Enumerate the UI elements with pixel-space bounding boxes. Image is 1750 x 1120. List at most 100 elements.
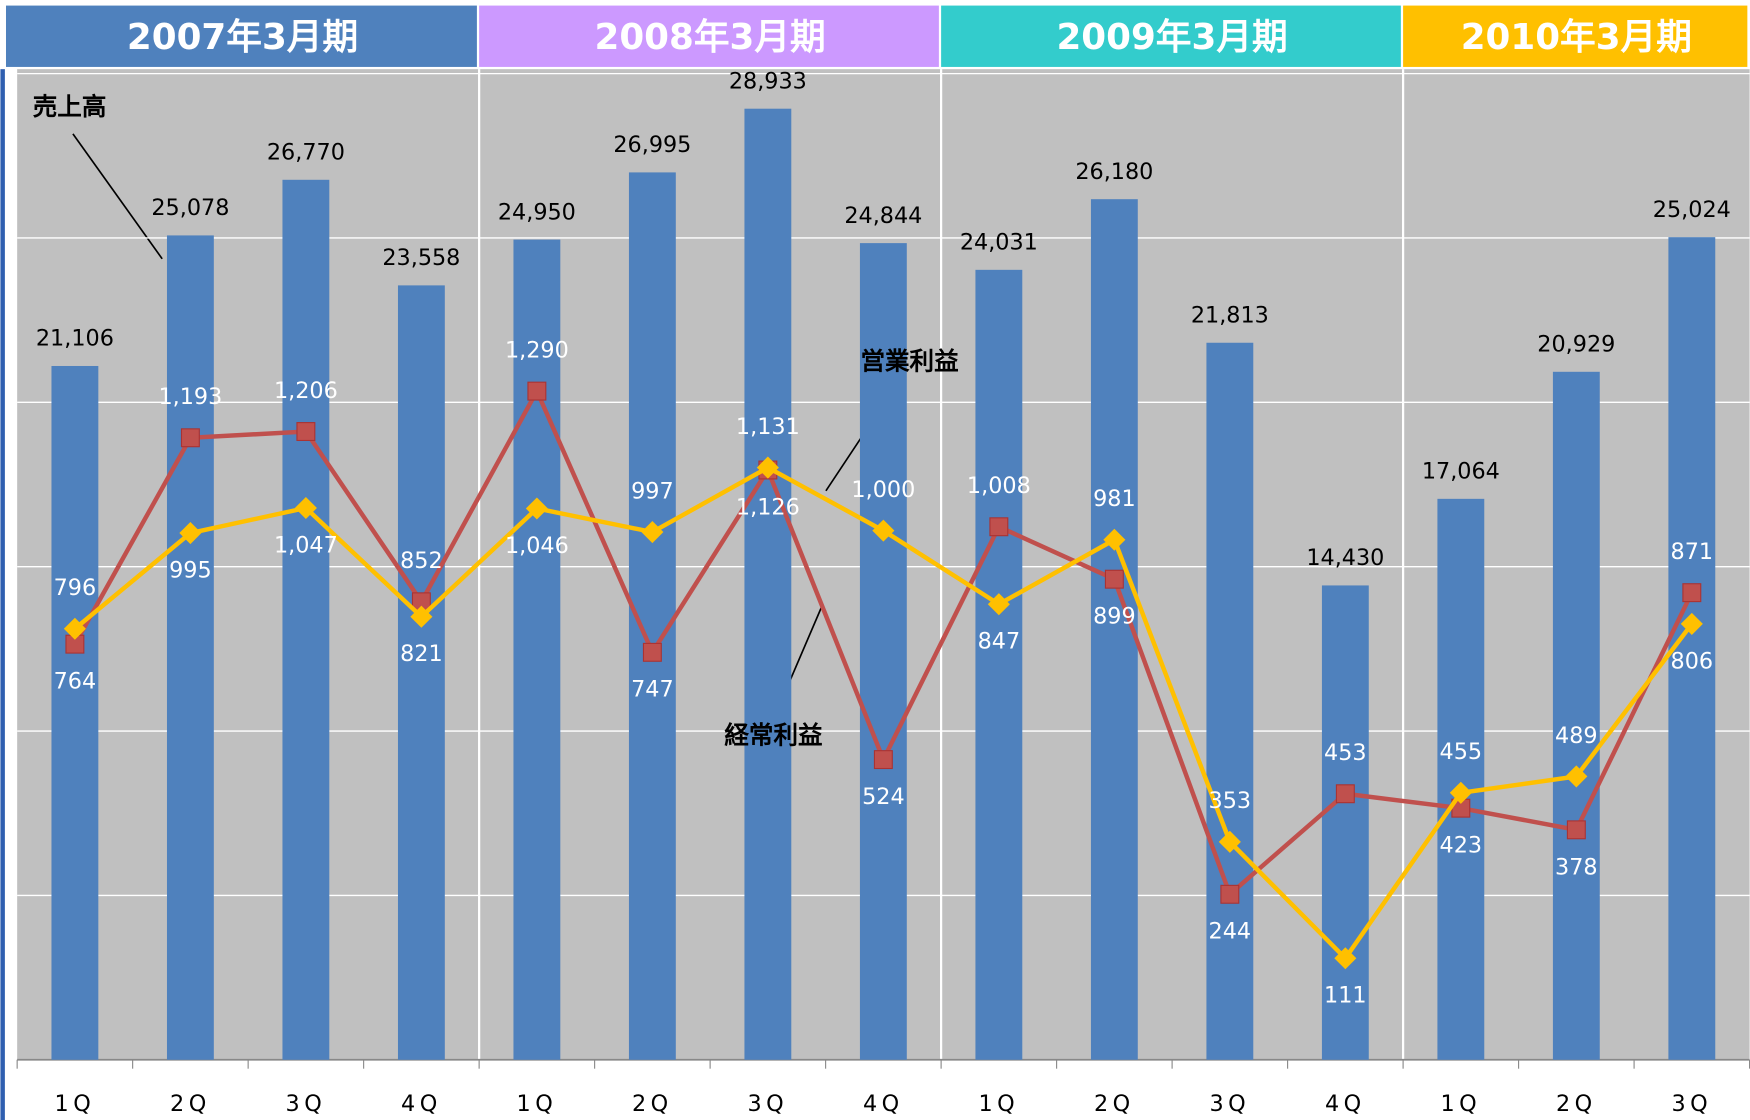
x-tick-label: 3Q: [1210, 1091, 1251, 1117]
group-label: 2010年3月期: [1461, 17, 1692, 58]
point-value-label: 852: [400, 548, 443, 574]
point-value-label: 997: [631, 478, 674, 504]
bar-value-label: 17,064: [1422, 459, 1500, 485]
point: [1566, 820, 1586, 840]
bar-value-label: 14,430: [1306, 545, 1384, 571]
bar: [513, 239, 561, 1060]
point-value-label: 1,047: [274, 532, 338, 558]
point-value-label: 455: [1440, 739, 1483, 765]
x-tick-label: 2Q: [1094, 1091, 1135, 1117]
group-label: 2007年3月期: [127, 17, 358, 58]
point-value-label: 244: [1209, 919, 1252, 945]
point: [642, 642, 662, 662]
x-tick-label: 1Q: [55, 1091, 96, 1117]
bar: [859, 243, 907, 1060]
point: [873, 750, 893, 770]
bar: [975, 269, 1023, 1060]
point-value-label: 524: [862, 784, 905, 810]
point-value-label: 489: [1555, 723, 1598, 749]
point-value-label: 1,046: [505, 533, 569, 559]
bar-value-label: 26,770: [267, 140, 345, 166]
bar-value-label: 25,078: [151, 195, 229, 221]
bar-value-label: 24,031: [960, 230, 1038, 256]
point: [1680, 612, 1703, 635]
point-value-label: 111: [1324, 983, 1367, 1009]
group-header: [479, 5, 939, 67]
bar: [744, 108, 792, 1060]
point: [756, 456, 779, 479]
x-tick-label: 1Q: [979, 1091, 1020, 1117]
point-value-label: 453: [1324, 740, 1367, 766]
group-header: [1403, 5, 1748, 67]
x-tick-label: 4Q: [1325, 1091, 1366, 1117]
left-strip: [0, 69, 5, 1120]
point-value-label: 871: [1671, 539, 1714, 565]
bar: [1090, 199, 1138, 1060]
point: [1218, 830, 1241, 853]
point: [1565, 765, 1588, 788]
bar-value-label: 26,995: [613, 132, 691, 158]
point-value-label: 847: [978, 629, 1021, 655]
point: [527, 381, 547, 401]
bar: [1206, 342, 1254, 1060]
point-value-label: 981: [1093, 486, 1136, 512]
point-value-label: 353: [1209, 788, 1252, 814]
bar: [166, 235, 214, 1060]
x-tick-label: 3Q: [748, 1091, 789, 1117]
group-header: [5, 5, 477, 67]
series-annotation: 売上高: [33, 92, 107, 121]
x-tick-label: 3Q: [1671, 1091, 1712, 1117]
point-value-label: 1,193: [158, 384, 222, 410]
point-value-label: 1,126: [736, 494, 800, 520]
point-value-label: 1,008: [967, 473, 1031, 499]
point-value-label: 423: [1440, 833, 1483, 859]
bar-value-label: 23,558: [382, 245, 460, 271]
x-tick-label: 4Q: [401, 1091, 442, 1117]
point-value-label: 806: [1671, 648, 1714, 674]
point-value-label: 1,000: [851, 477, 915, 503]
bar-value-label: 20,929: [1537, 332, 1615, 358]
point-value-label: 764: [54, 669, 97, 695]
point: [1220, 884, 1240, 904]
bar: [1668, 237, 1716, 1060]
bar-value-label: 28,933: [729, 68, 807, 94]
x-tick-label: 1Q: [1441, 1091, 1482, 1117]
point: [180, 428, 200, 448]
group-label: 2008年3月期: [595, 17, 826, 58]
bar-value-label: 21,106: [36, 326, 114, 352]
point: [1104, 569, 1124, 589]
point: [989, 517, 1009, 537]
point: [296, 422, 316, 442]
bar: [282, 179, 330, 1060]
point-value-label: 995: [169, 557, 212, 583]
group-header: [941, 5, 1401, 67]
bar-value-label: 25,024: [1653, 197, 1731, 223]
bar: [1552, 371, 1600, 1060]
point-value-label: 899: [1093, 604, 1136, 630]
point: [1334, 947, 1357, 970]
bar-value-label: 24,844: [844, 203, 922, 229]
x-tick-label: 1Q: [517, 1091, 558, 1117]
x-tick-label: 2Q: [170, 1091, 211, 1117]
group-label: 2009年3月期: [1056, 17, 1287, 58]
x-tick-label: 2Q: [632, 1091, 673, 1117]
point-value-label: 1,290: [505, 337, 569, 363]
point-value-label: 821: [400, 641, 443, 667]
bar: [397, 285, 445, 1060]
bar-value-label: 26,180: [1075, 159, 1153, 185]
point-value-label: 747: [631, 677, 674, 703]
series-annotation: 経常利益: [724, 720, 822, 749]
bar: [1437, 498, 1485, 1060]
bar-value-label: 21,813: [1191, 302, 1269, 328]
bar-value-label: 24,950: [498, 199, 576, 225]
point-value-label: 796: [54, 575, 97, 601]
point: [987, 593, 1010, 616]
point: [1335, 784, 1355, 804]
bar: [51, 365, 99, 1060]
point: [1449, 781, 1472, 804]
point-value-label: 378: [1555, 854, 1598, 880]
series-annotation: 営業利益: [861, 347, 959, 376]
point: [1682, 583, 1702, 603]
